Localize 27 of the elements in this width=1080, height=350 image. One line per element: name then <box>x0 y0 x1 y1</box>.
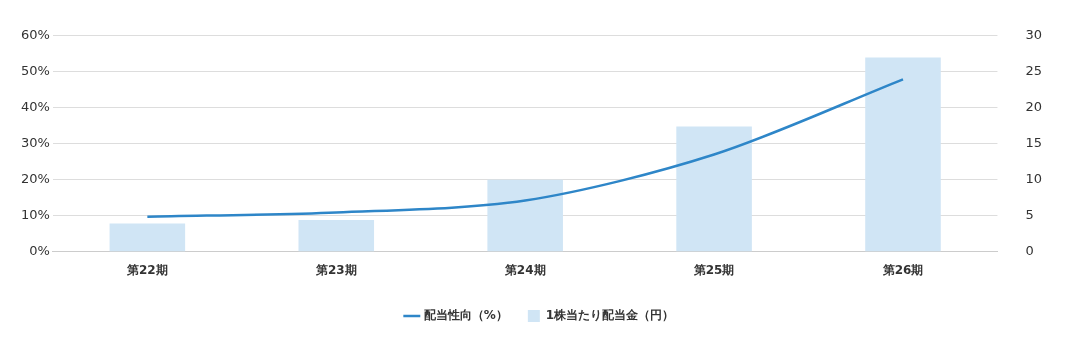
x-tick-label: 第24期 <box>503 262 546 277</box>
y2-tick-label: 10 <box>1025 171 1042 187</box>
x-tick-label: 第23期 <box>314 262 357 277</box>
y2-tick-label: 30 <box>1025 27 1042 43</box>
bar <box>298 219 375 252</box>
y-tick-label: 20% <box>20 171 50 187</box>
y-tick-label: 30% <box>20 135 50 151</box>
bar <box>487 179 563 252</box>
x-tick-label: 第22期 <box>126 262 168 277</box>
y-tick-label: 0% <box>29 242 50 258</box>
bar <box>109 223 186 252</box>
y2-tick-label: 15 <box>1025 135 1042 151</box>
bar <box>676 126 752 252</box>
x-tick-label: 第26期 <box>881 262 924 277</box>
x-tick-label: 第25期 <box>692 262 735 277</box>
bar <box>865 57 941 252</box>
y2-tick-label: 20 <box>1025 99 1042 115</box>
legend-label: 配当性向（%） <box>423 308 508 323</box>
y-tick-label: 10% <box>20 207 50 223</box>
y2-tick-label: 25 <box>1025 63 1042 79</box>
line-series <box>146 78 905 218</box>
legend-label: 1株当たり配当金（円） <box>545 308 675 323</box>
y2-tick-label: 0 <box>1025 242 1034 258</box>
y-tick-label: 60% <box>20 27 50 43</box>
y-tick-label: 50% <box>20 63 50 79</box>
y-tick-label: 40% <box>20 99 50 115</box>
y2-tick-label: 5 <box>1025 207 1034 223</box>
